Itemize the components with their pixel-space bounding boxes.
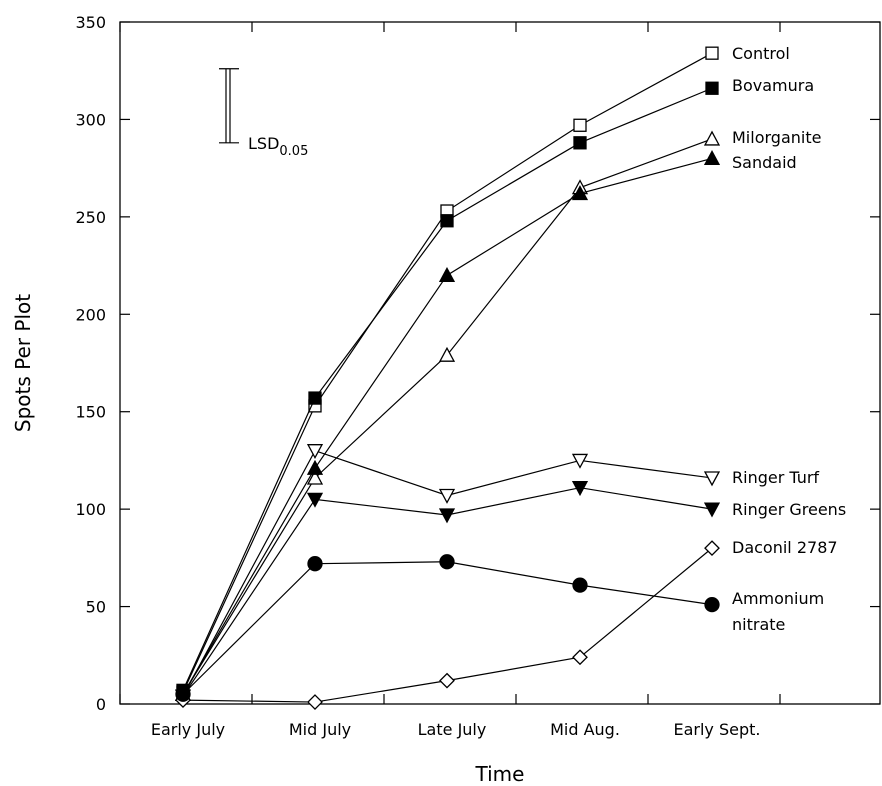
series bbox=[176, 81, 719, 698]
data-point bbox=[703, 502, 721, 518]
data-point bbox=[439, 672, 455, 689]
lsd-label-text: LSD bbox=[248, 134, 279, 153]
data-point bbox=[438, 508, 456, 524]
data-point bbox=[440, 214, 454, 228]
y-tick-label: 300 bbox=[75, 110, 106, 129]
x-axis-title: Time bbox=[475, 762, 525, 786]
y-axis-title: Spots Per Plot bbox=[11, 294, 35, 432]
data-point bbox=[573, 118, 587, 132]
x-axis: Early July Mid July Late July Mid Aug. Early… bbox=[119, 22, 781, 739]
series-line bbox=[182, 449, 713, 697]
series bbox=[174, 481, 721, 705]
y-axis: 0 50 100 150 200 250 300 350 bbox=[75, 13, 880, 714]
y-tick-label: 0 bbox=[96, 695, 106, 714]
data-point bbox=[571, 185, 589, 201]
data-point bbox=[572, 577, 588, 593]
series bbox=[174, 444, 721, 705]
series-label: Milorganite bbox=[732, 128, 821, 147]
data-point bbox=[306, 444, 324, 460]
data-point bbox=[704, 540, 720, 557]
series-label: Bovamura bbox=[732, 76, 814, 95]
plot-frame bbox=[119, 21, 881, 705]
data-point bbox=[438, 488, 456, 504]
lsd-label: LSD0.05 bbox=[248, 134, 308, 159]
data-point bbox=[439, 554, 455, 570]
x-tick-label: Early July bbox=[151, 720, 225, 739]
x-tick-label: Mid Aug. bbox=[550, 720, 620, 739]
lsd-bar: LSD0.05 bbox=[219, 68, 308, 159]
data-point bbox=[306, 492, 324, 508]
y-tick-label: 100 bbox=[75, 500, 106, 519]
series-label: Sandaid bbox=[732, 153, 797, 172]
data-point bbox=[306, 459, 324, 475]
y-tick-label: 200 bbox=[75, 305, 106, 324]
data-point bbox=[703, 150, 721, 166]
series-label: Ringer Turf bbox=[732, 468, 819, 487]
series bbox=[175, 554, 720, 702]
data-point bbox=[704, 596, 720, 613]
y-tick-label: 350 bbox=[75, 13, 106, 32]
series-group bbox=[174, 46, 721, 710]
data-point bbox=[438, 346, 456, 362]
series-labels: Control Bovamura Milorganite Sandaid Ringer … bbox=[732, 44, 846, 634]
series-label: Control bbox=[732, 44, 790, 63]
series-line bbox=[182, 87, 713, 691]
x-tick-label: Early Sept. bbox=[673, 720, 760, 739]
series bbox=[174, 150, 721, 701]
lsd-subscript: 0.05 bbox=[279, 144, 308, 159]
data-point bbox=[703, 130, 721, 146]
y-tick-label: 150 bbox=[75, 403, 106, 422]
x-tick-label: Mid July bbox=[289, 720, 351, 739]
data-point bbox=[571, 481, 589, 497]
data-point bbox=[175, 686, 191, 702]
data-point bbox=[573, 136, 587, 150]
series-label: Ringer Greens bbox=[732, 500, 846, 519]
y-tick-label: 50 bbox=[86, 598, 106, 617]
data-point bbox=[438, 266, 456, 282]
series-label: Ammonium nitrate bbox=[732, 589, 824, 634]
data-point bbox=[703, 471, 721, 487]
data-point bbox=[572, 649, 588, 666]
series-label: Daconil 2787 bbox=[732, 538, 838, 557]
data-point bbox=[307, 556, 323, 572]
data-point bbox=[308, 391, 322, 405]
y-tick-label: 250 bbox=[75, 208, 106, 227]
data-point bbox=[571, 453, 589, 469]
data-point bbox=[705, 81, 719, 95]
series bbox=[174, 130, 721, 701]
x-tick-label: Late July bbox=[418, 720, 487, 739]
data-point bbox=[306, 469, 324, 485]
data-point bbox=[307, 694, 323, 710]
data-point bbox=[705, 46, 719, 60]
